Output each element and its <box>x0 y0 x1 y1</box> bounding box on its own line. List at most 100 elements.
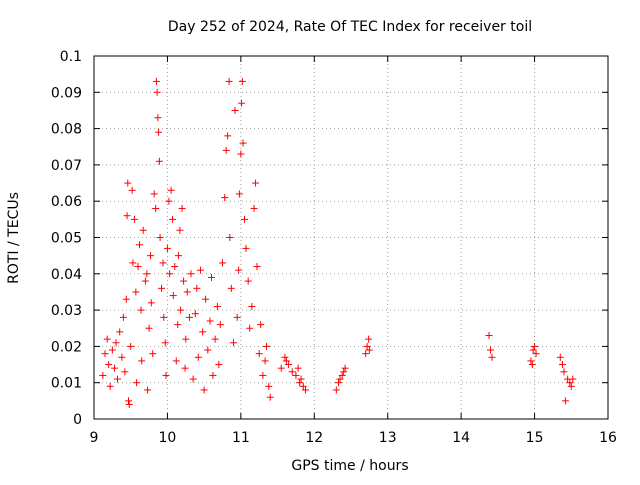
data-point <box>288 368 296 376</box>
data-point <box>182 335 190 343</box>
data-point <box>558 361 566 369</box>
data-point <box>527 357 535 365</box>
data-point <box>292 371 300 379</box>
x-tick-label: 9 <box>90 430 99 446</box>
data-point <box>221 194 229 202</box>
data-point <box>145 324 153 332</box>
data-point <box>255 350 263 358</box>
data-point <box>233 313 241 321</box>
x-tick-label: 10 <box>159 430 177 446</box>
data-point <box>147 252 155 260</box>
data-point <box>569 375 577 383</box>
data-point <box>122 295 130 303</box>
data-point <box>199 328 207 336</box>
data-point <box>177 306 185 314</box>
data-point <box>111 364 119 372</box>
data-point <box>485 332 493 340</box>
data-point <box>277 364 285 372</box>
y-tick-label: 0 <box>73 412 82 428</box>
data-point <box>567 382 575 390</box>
y-tick-label: 0.08 <box>51 122 82 138</box>
data-point <box>341 364 349 372</box>
data-point <box>156 234 164 241</box>
data-point <box>222 146 230 154</box>
data-point <box>153 88 161 96</box>
data-point <box>101 350 109 358</box>
y-tick-label: 0.1 <box>60 49 82 65</box>
data-point <box>204 346 212 354</box>
data-point <box>152 204 160 212</box>
data-point <box>103 335 111 343</box>
data-point <box>336 375 344 383</box>
data-point <box>119 313 127 321</box>
y-tick-label: 0.06 <box>51 194 82 210</box>
data-point <box>193 284 201 292</box>
data-point <box>154 114 162 122</box>
data-point <box>121 368 129 376</box>
data-point <box>231 106 239 114</box>
points-layer <box>99 77 577 408</box>
data-point <box>106 382 114 390</box>
data-point <box>162 371 170 379</box>
y-axis-label: ROTI / TECUs <box>6 192 22 284</box>
data-point <box>301 386 309 394</box>
data-point <box>252 179 260 187</box>
data-point <box>340 368 348 376</box>
data-point <box>155 157 163 165</box>
data-point <box>281 353 289 361</box>
data-point <box>213 302 221 310</box>
data-point <box>108 346 116 354</box>
data-point <box>116 328 124 336</box>
data-point <box>528 361 536 369</box>
x-tick-label: 13 <box>379 430 397 446</box>
data-point <box>134 263 142 271</box>
data-point <box>169 292 177 300</box>
ticks-layer <box>93 55 609 420</box>
y-tick-label: 0.05 <box>51 231 82 247</box>
data-point <box>171 263 179 271</box>
data-point <box>215 361 223 369</box>
data-point <box>136 241 144 249</box>
data-point <box>189 375 197 383</box>
x-tick-label: 15 <box>526 430 544 446</box>
data-point <box>137 306 145 314</box>
data-point <box>160 313 168 321</box>
data-point <box>365 346 373 354</box>
data-point <box>561 397 569 405</box>
data-point <box>242 244 250 252</box>
data-point <box>174 321 182 329</box>
grid-layer <box>94 56 608 419</box>
data-point <box>239 139 247 147</box>
data-point <box>261 357 269 365</box>
x-tick-label: 12 <box>305 430 323 446</box>
data-point <box>257 321 265 329</box>
y-tick-label: 0.04 <box>51 267 82 283</box>
data-point <box>235 266 243 274</box>
data-point <box>362 350 370 358</box>
data-point <box>144 386 152 394</box>
chart-title: Day 252 of 2024, Rate Of TEC Index for r… <box>168 19 532 35</box>
data-point <box>139 226 147 234</box>
y-tick-label: 0.03 <box>51 303 82 319</box>
data-point <box>133 379 141 387</box>
data-point <box>123 212 131 220</box>
data-point <box>194 353 202 361</box>
data-point <box>99 371 107 379</box>
data-point <box>141 277 149 285</box>
data-point <box>253 263 261 271</box>
data-point <box>250 204 258 212</box>
data-point <box>224 132 232 140</box>
data-point <box>163 244 171 252</box>
data-point <box>488 353 496 361</box>
data-point <box>487 346 495 354</box>
data-point <box>125 400 133 408</box>
data-point <box>235 190 243 198</box>
data-point <box>338 371 346 379</box>
data-point <box>165 197 173 205</box>
data-point <box>187 270 195 278</box>
data-point <box>230 339 238 347</box>
x-tick-label: 14 <box>452 430 470 446</box>
data-point <box>138 357 146 365</box>
data-point <box>297 375 305 383</box>
